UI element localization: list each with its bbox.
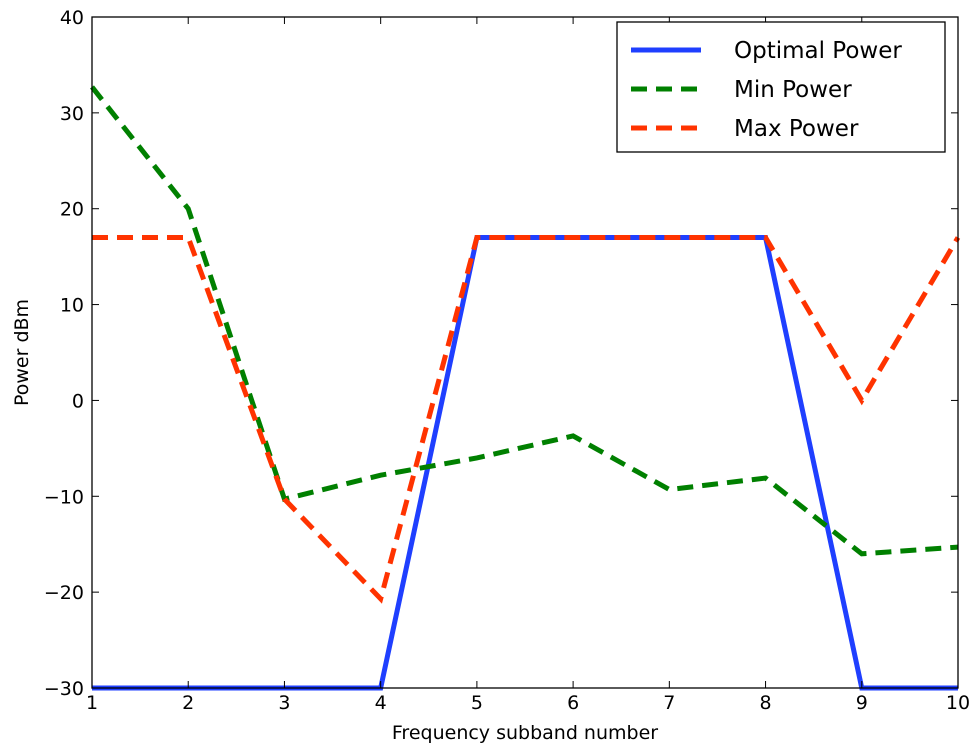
plot-frame — [91, 16, 959, 689]
y-tick-label: 20 — [60, 199, 84, 221]
x-tick-label: 7 — [663, 692, 675, 714]
x-tick-label: 1 — [86, 692, 98, 714]
y-tick-label: 40 — [60, 7, 84, 29]
x-tick-label: 5 — [471, 692, 483, 714]
legend-entry-label: Optimal Power — [734, 38, 902, 64]
x-tick-label: 10 — [946, 692, 970, 714]
y-tick-label: −20 — [44, 582, 84, 604]
legend: Optimal Power Min Power Max Power — [616, 21, 946, 153]
x-tick-label: 8 — [760, 692, 772, 714]
y-tick-label: 10 — [60, 295, 84, 317]
x-tick-label: 9 — [856, 692, 868, 714]
legend-entry-label: Min Power — [734, 77, 852, 103]
y-tick-label: −10 — [44, 486, 84, 508]
y-tick-label: 30 — [60, 103, 84, 125]
series-layer — [90, 85, 961, 691]
y-axis-label: Power dBm — [11, 299, 33, 406]
x-tick-label: 4 — [375, 692, 387, 714]
x-tick-label: 3 — [278, 692, 290, 714]
x-tick-label: 2 — [182, 692, 194, 714]
legend-entry-label: Max Power — [734, 116, 859, 142]
y-tick-label: −30 — [44, 678, 84, 700]
series-line-min-power — [90, 85, 959, 557]
tick-layer: 1 2 3 4 5 6 7 8 9 10 −30 −20 −10 0 10 20 30 40 — [44, 7, 970, 714]
x-tick-label: 6 — [567, 692, 579, 714]
y-tick-label: 0 — [72, 390, 84, 412]
series-line-max-power — [92, 234, 961, 604]
x-axis-label: Frequency subband number — [392, 722, 658, 744]
